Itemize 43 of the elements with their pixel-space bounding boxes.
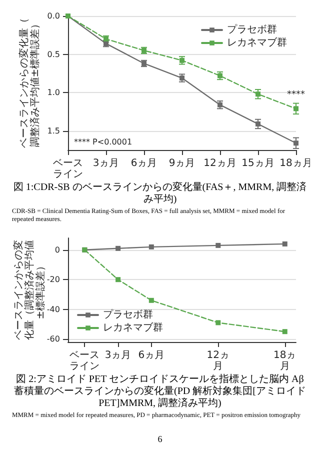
x-tick-label: 12ヵ月 bbox=[206, 350, 230, 372]
y-tick-label: 0.5 bbox=[47, 50, 60, 59]
point bbox=[256, 92, 260, 97]
x-tick-label: ベースライン bbox=[70, 350, 100, 372]
annotation: **** bbox=[287, 90, 306, 100]
x-tick-label: 6ヵ月 bbox=[138, 350, 165, 361]
x-tick-label: 15ヵ月 bbox=[242, 158, 274, 169]
x-tick-label: 9ヵ月 bbox=[168, 158, 196, 169]
point bbox=[148, 298, 154, 303]
legend-label: プラセボ群 bbox=[227, 24, 277, 36]
legend-label: レカネマブ群 bbox=[103, 322, 163, 334]
y-axis-title: ベースラインからの変化量（調整済み平均値±標準誤差） bbox=[18, 18, 41, 148]
legend-label: レカネマブ群 bbox=[227, 36, 287, 48]
x-tick-label: ベースライン bbox=[53, 158, 83, 180]
x-tick-label: 3ヵ月 bbox=[92, 158, 120, 169]
point bbox=[282, 241, 288, 246]
y-tick-label: 1.0 bbox=[47, 88, 60, 98]
legend-label: プラセボ群 bbox=[103, 308, 153, 320]
text: 図 1:CDR-SB のベースラインからの変化量(FAS＋, MMRM, 調整済み平均) bbox=[12, 180, 308, 206]
point bbox=[294, 106, 298, 112]
point bbox=[116, 277, 121, 282]
point bbox=[216, 320, 221, 326]
point bbox=[116, 246, 121, 251]
x-tick-label: 6ヵ月 bbox=[130, 158, 158, 169]
y-tick-label: -60 bbox=[46, 334, 60, 344]
y-tick-label: 0 bbox=[54, 245, 60, 254]
point bbox=[294, 140, 298, 146]
point bbox=[216, 242, 221, 248]
y-tick-label: 1.5 bbox=[47, 126, 60, 136]
x-tick-label: 18ヵ月 bbox=[280, 158, 312, 169]
point bbox=[148, 244, 154, 250]
text: 6 bbox=[156, 434, 164, 444]
annotation: **** P<0.0001 bbox=[74, 138, 132, 146]
x-tick-label: 18ヵ月 bbox=[274, 350, 296, 372]
x-tick-label: 3ヵ月 bbox=[104, 350, 132, 361]
y-tick-label: 0.0 bbox=[47, 12, 60, 20]
text: 図 2:アミロイド PET センチロイドスケールを指標とした脳内 Aβ 蓄積量のベースラインからの変化量(PD 解析対象集団[アミロイド PET]MMRM, 調整済み平均) bbox=[13, 372, 307, 410]
y-tick-label: -20 bbox=[46, 275, 60, 284]
y-tick-label: -40 bbox=[46, 304, 60, 314]
point bbox=[256, 121, 260, 126]
y-axis-title: ベースラインからの変化量（調整済み平均値±標準誤差） bbox=[12, 240, 46, 340]
x-tick-label: 12ヵ月 bbox=[204, 158, 236, 169]
point bbox=[282, 329, 288, 334]
